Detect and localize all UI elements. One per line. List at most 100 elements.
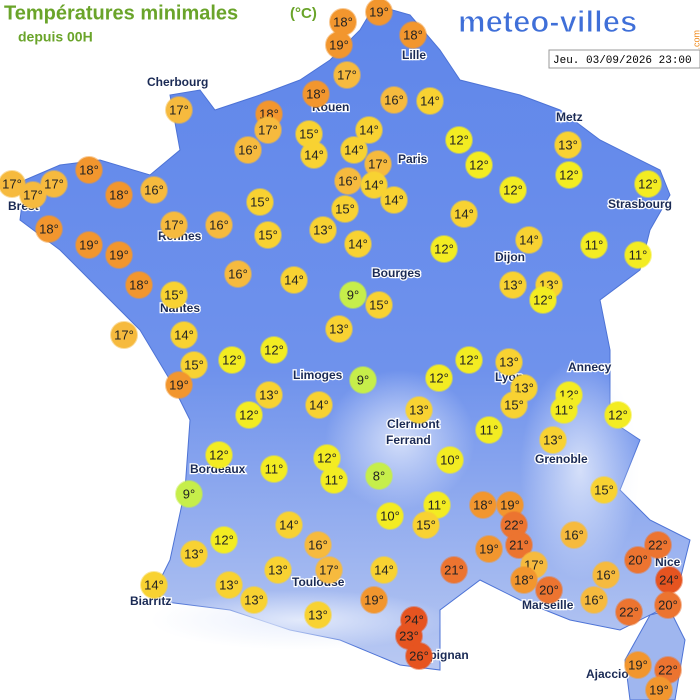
temperature-marker <box>399 21 427 49</box>
temperature-label: 16° <box>384 92 404 107</box>
temperature-marker <box>515 226 543 254</box>
temperature-label: 20° <box>628 552 648 567</box>
temperature-label: 17° <box>368 156 388 171</box>
temperature-marker <box>645 676 673 700</box>
temperature-label: 12° <box>608 407 628 422</box>
temperature-label: 19° <box>500 497 520 512</box>
temperature-marker <box>624 241 652 269</box>
date-box <box>548 49 700 69</box>
temperature-marker <box>445 126 473 154</box>
temperature-label: 10° <box>440 452 460 467</box>
temperature-marker <box>349 366 377 394</box>
temperature-label: 16° <box>209 217 229 232</box>
temperature-label: 16° <box>584 592 604 607</box>
temperature-marker <box>339 281 367 309</box>
temperature-marker <box>455 346 483 374</box>
temperature-label: 17° <box>319 562 339 577</box>
temperature-marker <box>175 480 203 508</box>
temperature-label: 9° <box>347 287 359 302</box>
temperature-label: 14° <box>309 397 329 412</box>
temperature-marker <box>465 151 493 179</box>
temperature-label: 23° <box>399 628 419 643</box>
temperature-label: 24° <box>659 572 679 587</box>
temperature-label: 18° <box>403 27 423 42</box>
temperature-label: 11° <box>325 472 344 487</box>
temperature-label: 11° <box>265 461 284 476</box>
temperature-label: 13° <box>503 277 523 292</box>
temperature-label: 18° <box>333 14 353 29</box>
temperature-label: 19° <box>649 682 669 697</box>
temperature-label: 16° <box>308 537 328 552</box>
city-label: Limoges <box>293 368 343 382</box>
temperature-label: 12° <box>533 292 553 307</box>
temperature-label: 14° <box>420 93 440 108</box>
temperature-label: 14° <box>144 577 164 592</box>
temperature-marker <box>555 161 583 189</box>
temperature-label: 14° <box>284 272 304 287</box>
temperature-marker <box>450 200 478 228</box>
temperature-marker <box>405 642 433 670</box>
temperature-marker <box>160 211 188 239</box>
temperature-label: 12° <box>239 407 259 422</box>
temperature-label: 15° <box>164 287 184 302</box>
temperature-marker <box>235 401 263 429</box>
temperature-label: 14° <box>384 192 404 207</box>
temperature-marker <box>140 571 168 599</box>
temperature-label: 15° <box>299 126 319 141</box>
temperature-marker <box>370 556 398 584</box>
temperature-label: 20° <box>658 597 678 612</box>
temperature-label: 11° <box>428 497 447 512</box>
temperature-marker <box>234 136 262 164</box>
temperature-label: 11° <box>555 402 574 417</box>
temperature-label: 19° <box>329 37 349 52</box>
temperature-marker <box>304 531 332 559</box>
temperature-marker <box>365 291 393 319</box>
temperature-marker <box>325 31 353 59</box>
temperature-marker <box>75 156 103 184</box>
temperature-marker <box>554 131 582 159</box>
temperature-marker <box>529 286 557 314</box>
temperature-marker <box>180 351 208 379</box>
city-label: Strasbourg <box>608 197 672 211</box>
temperature-label: 18° <box>109 187 129 202</box>
city-label: Cherbourg <box>147 75 208 89</box>
temperature-marker <box>280 266 308 294</box>
temperature-label: 9° <box>357 372 369 387</box>
temperature-label: 18° <box>129 277 149 292</box>
temperature-label: 15° <box>335 201 355 216</box>
temperature-label: 12° <box>214 532 234 547</box>
temperature-label: 15° <box>416 517 436 532</box>
temperature-marker <box>180 540 208 568</box>
temperature-label: 13° <box>329 321 349 336</box>
temperature-label: 15° <box>184 357 204 372</box>
subtitle: depuis 00H <box>18 29 93 45</box>
temperature-marker <box>35 215 63 243</box>
temperature-marker <box>604 401 632 429</box>
temperature-marker <box>475 535 503 563</box>
temperature-label: 12° <box>222 352 242 367</box>
temperature-label: 12° <box>469 157 489 172</box>
temperature-marker <box>425 364 453 392</box>
temperature-marker <box>165 371 193 399</box>
temperature-label: 13° <box>543 432 563 447</box>
temperature-label: 15° <box>369 297 389 312</box>
temperature-marker <box>360 171 388 199</box>
temperature-marker <box>412 511 440 539</box>
temperature-marker <box>75 231 103 259</box>
temperature-label: 20° <box>539 582 559 597</box>
temperature-label: 14° <box>359 122 379 137</box>
temperature-label: 10° <box>380 508 400 523</box>
temperature-marker <box>360 586 388 614</box>
temperature-label: 13° <box>259 387 279 402</box>
temperature-marker <box>140 176 168 204</box>
temperature-label: 14° <box>174 327 194 342</box>
temperature-label: 18° <box>473 497 493 512</box>
city-label: Bourges <box>372 266 421 280</box>
city-label: Grenoble <box>535 452 588 466</box>
temperature-marker <box>210 526 238 554</box>
temperature-label: 9° <box>183 486 195 501</box>
temperature-marker <box>580 231 608 259</box>
temperature-label: 22° <box>504 517 524 532</box>
temperature-label: 16° <box>228 266 248 281</box>
temperature-marker <box>416 87 444 115</box>
